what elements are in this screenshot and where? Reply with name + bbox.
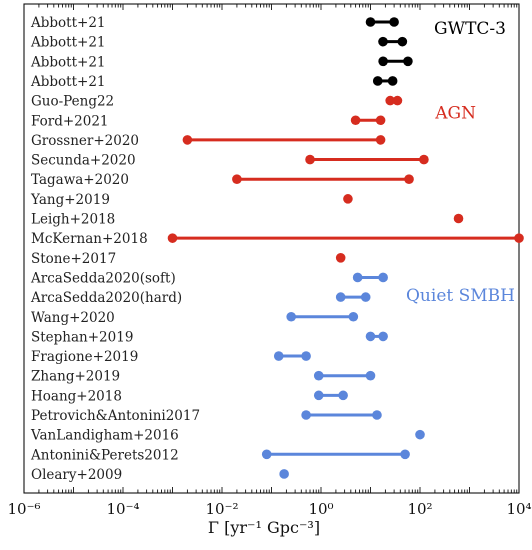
range-low-point (232, 174, 242, 184)
study-label: ArcaSedda2020(hard) (30, 290, 182, 306)
range-high-point (378, 272, 388, 283)
study-label: Yang+2019 (30, 192, 110, 208)
study-label: Abbott+21 (30, 35, 106, 51)
range-low-point (273, 351, 284, 361)
range-low-point (350, 115, 361, 126)
group-label: GWTC-3 (434, 19, 506, 39)
range-low-point (301, 410, 311, 420)
rate-point (415, 429, 425, 440)
x-tick-label: 10⁴ (506, 500, 531, 518)
study-label: Grossner+2020 (31, 133, 139, 149)
range-high-point (378, 331, 388, 342)
x-axis-label: Γ [yr⁻¹ Gpc⁻³] (208, 518, 320, 537)
range-low-point (313, 370, 324, 381)
study-label: ArcaSedda2020(soft) (30, 270, 176, 286)
x-tick-label: 10⁻⁴ (106, 500, 139, 518)
range-high-point (392, 95, 403, 106)
group-label: AGN (434, 103, 476, 123)
study-label: McKernan+2018 (31, 231, 148, 247)
study-label: Secunda+2020 (31, 153, 136, 169)
study-label: Petrovich&Antonini2017 (31, 408, 200, 424)
study-label: Abbott+21 (30, 15, 106, 31)
study-label: Leigh+2018 (31, 212, 115, 228)
range-low-point (365, 331, 376, 342)
study-label: Tagawa+2020 (31, 172, 129, 188)
range-high-point (372, 410, 382, 420)
range-high-point (338, 390, 348, 401)
range-high-point (514, 233, 524, 243)
range-low-point (305, 154, 315, 165)
range-low-point (335, 292, 346, 302)
rate-point (335, 252, 346, 263)
range-high-point (419, 154, 429, 165)
x-tick-label: 10⁰ (308, 500, 333, 518)
range-high-point (404, 174, 414, 184)
range-low-point (261, 449, 272, 460)
study-label: Guo-Peng22 (31, 94, 114, 110)
range-high-point (397, 36, 408, 47)
rate-point (343, 194, 353, 204)
study-label: Stephan+2019 (31, 329, 133, 345)
x-tick-label: 10⁻² (205, 500, 238, 518)
range-low-point (167, 233, 178, 243)
range-low-point (385, 95, 395, 106)
x-tick-label: 10² (407, 500, 432, 518)
range-low-point (372, 76, 383, 86)
study-label: Abbott+21 (30, 74, 106, 90)
range-high-point (348, 311, 359, 322)
range-high-point (400, 449, 410, 460)
range-low-point (352, 272, 363, 283)
group-label: Quiet SMBH (406, 286, 515, 306)
range-low-point (286, 311, 296, 322)
range-high-point (389, 17, 399, 27)
range-high-point (375, 135, 386, 145)
range-low-point (182, 135, 193, 145)
study-label: Ford+2021 (31, 113, 109, 129)
range-low-point (313, 390, 324, 401)
rate-point (279, 469, 289, 479)
study-label: Wang+2020 (31, 310, 115, 326)
study-label: Oleary+2009 (31, 467, 122, 483)
study-label: Zhang+2019 (31, 369, 120, 385)
range-low-point (365, 17, 376, 27)
study-label: Antonini&Perets2012 (30, 447, 179, 463)
study-label: Stone+2017 (31, 251, 116, 267)
range-high-point (365, 370, 376, 381)
range-high-point (375, 115, 386, 126)
rate-point (453, 213, 464, 224)
range-high-point (360, 292, 371, 302)
study-label: VanLandigham+2016 (30, 428, 179, 444)
study-label: Hoang+2018 (31, 388, 122, 404)
range-high-point (403, 56, 413, 67)
x-tick-label: 10⁻⁶ (7, 500, 40, 518)
range-low-point (378, 36, 388, 47)
study-label: Fragione+2019 (31, 349, 138, 365)
range-high-point (301, 351, 311, 361)
range-low-point (378, 56, 388, 67)
range-high-point (387, 76, 398, 86)
study-label: Abbott+21 (30, 54, 106, 70)
